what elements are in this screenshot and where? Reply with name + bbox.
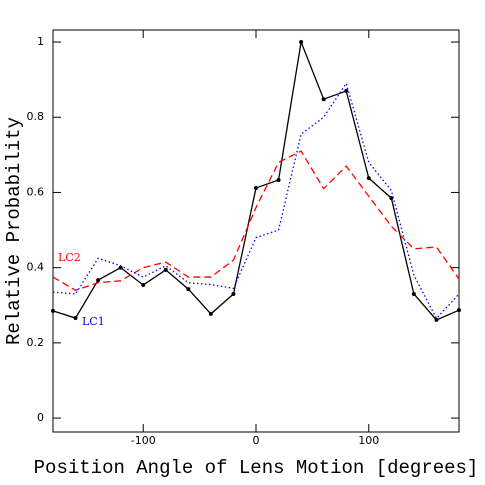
series-line [52, 81, 460, 320]
point [457, 308, 461, 313]
point [73, 316, 78, 321]
x-tick-label: 100 [358, 434, 379, 447]
point [208, 311, 213, 316]
point [276, 178, 281, 183]
point [186, 287, 191, 292]
y-tick-label: 0.8 [27, 110, 45, 123]
point [299, 40, 304, 45]
series-label: LC2 [58, 251, 81, 264]
x-tick-label: -100 [131, 434, 156, 447]
point [321, 97, 326, 102]
point [163, 267, 168, 272]
y-tick-label: 1 [37, 35, 44, 48]
y-tick-label: 0.4 [27, 261, 45, 274]
point [434, 317, 439, 322]
point [51, 308, 55, 313]
point [344, 88, 349, 93]
y-tick-label: 0 [37, 411, 44, 424]
point [141, 282, 146, 287]
y-tick-label: 0.2 [27, 336, 45, 349]
point [231, 291, 236, 296]
point [254, 185, 258, 190]
x-axis-label: Position Angle of Lens Motion [degrees] [34, 457, 479, 479]
point [389, 196, 394, 201]
point [118, 265, 123, 270]
point [366, 176, 371, 181]
x-tick-label: 0 [253, 434, 260, 447]
series-line [52, 150, 460, 291]
y-tick-label: 0.6 [27, 185, 45, 198]
point [411, 291, 416, 296]
series-line [52, 39, 460, 321]
plot-frame [52, 29, 460, 433]
y-axis-label: Relative Probability [3, 117, 25, 345]
series-label: LC1 [82, 315, 105, 328]
point [96, 278, 101, 283]
